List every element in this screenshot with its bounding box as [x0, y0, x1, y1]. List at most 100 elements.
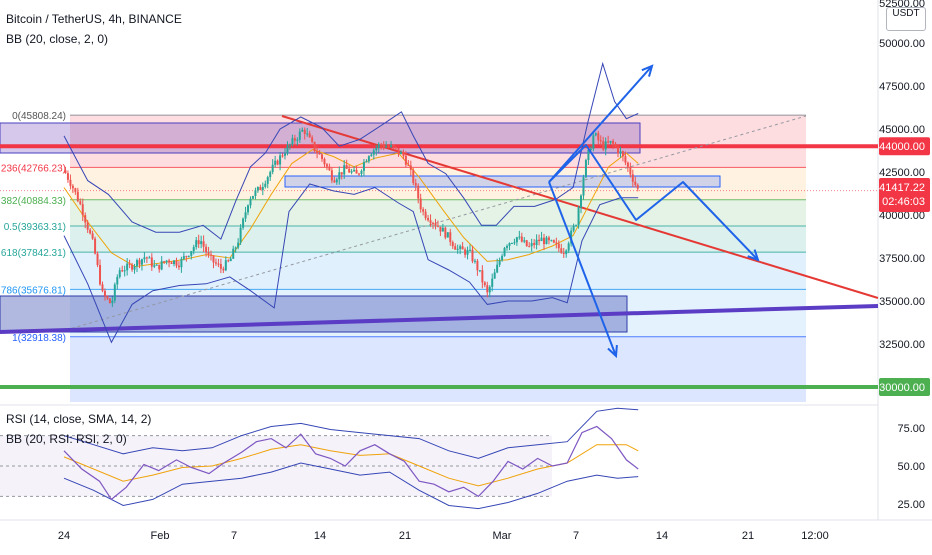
candle-body [427, 218, 430, 221]
candle-body [279, 155, 282, 165]
candle-body [237, 242, 240, 248]
candle-body [303, 129, 306, 134]
candle-body [229, 258, 232, 262]
projection-arrow-up-head [641, 64, 654, 77]
candle-body [187, 255, 190, 257]
candle-body [269, 171, 272, 178]
candle-body [200, 241, 203, 245]
candle-body [202, 241, 205, 247]
candle-body [385, 146, 388, 148]
candle-body [148, 257, 151, 259]
candle-body [493, 272, 496, 279]
candle-body [617, 146, 620, 154]
candle-body [592, 135, 595, 149]
candle-body [528, 246, 531, 248]
candle-body [140, 259, 143, 265]
candle-body [328, 166, 331, 171]
candle-body [496, 264, 499, 273]
candle-body [264, 183, 267, 187]
candle-body [390, 145, 393, 147]
time-axis-label: 14 [656, 530, 668, 542]
rsi-pane[interactable] [0, 406, 878, 518]
bollinger-lower-band[interactable] [63, 183, 639, 344]
candle-body [160, 261, 163, 270]
candle-body [387, 146, 390, 148]
candle-body [575, 225, 578, 227]
candle-body [224, 260, 227, 271]
candle-body [177, 265, 180, 268]
candle-body [547, 237, 550, 241]
candle-body [330, 170, 333, 181]
candle-body [631, 174, 634, 182]
candle-body [145, 257, 148, 259]
candle-body [150, 257, 153, 267]
candle-body [506, 245, 509, 248]
rsi-legend[interactable]: RSI (14, close, SMA, 14, 2) [6, 412, 152, 426]
price-badge-current[interactable] [879, 178, 930, 212]
candle-body [550, 240, 553, 242]
candle-body [251, 195, 254, 199]
candle-body [422, 209, 425, 212]
candle-body [580, 195, 583, 208]
candle-body [577, 207, 580, 226]
time-axis-label: Mar [493, 530, 512, 542]
candle-body [94, 238, 97, 254]
price-tick-label: 35000.00 [879, 296, 925, 308]
candle-body [395, 146, 398, 149]
candle-body [242, 218, 245, 228]
candle-body [469, 249, 472, 251]
rsi-bb-lower[interactable] [63, 462, 639, 510]
candle-body [473, 260, 476, 262]
candle-body [165, 260, 168, 263]
price-badge-30000[interactable] [879, 378, 930, 396]
rsi-line[interactable] [63, 425, 639, 501]
candle-body [375, 148, 378, 151]
candle-body [335, 179, 338, 183]
currency-label[interactable]: USDT [886, 7, 926, 31]
candle-body [219, 264, 222, 269]
range-box-bottom[interactable] [0, 295, 628, 333]
projection-arrow-zigzag-head [747, 249, 760, 262]
candle-body [491, 278, 494, 287]
candle-body [607, 141, 610, 143]
candle-body [210, 254, 213, 256]
time-axis-label: 7 [231, 530, 237, 542]
candle-body [86, 222, 89, 230]
candle-body [451, 242, 454, 247]
ascending-support-trendline[interactable] [0, 304, 879, 334]
candle-body [116, 276, 119, 285]
candle-body [138, 260, 141, 265]
price-badge-current-text: 02:46:03 [882, 196, 925, 208]
candle-body [197, 240, 200, 245]
price-badge-44000[interactable] [879, 137, 930, 156]
projection-arrow-up[interactable] [548, 65, 653, 183]
candle-body [636, 184, 639, 189]
candle-body [121, 270, 124, 272]
candle-body [397, 148, 400, 155]
candle-body [274, 160, 277, 165]
time-axis-label: 14 [314, 530, 326, 542]
candle-body [111, 300, 114, 304]
dashed-trend-line[interactable] [65, 115, 807, 331]
candle-body [436, 225, 439, 227]
range-box-mid[interactable] [284, 175, 721, 188]
candle-body [604, 141, 607, 150]
candle-body [365, 161, 368, 163]
candle-body [399, 152, 402, 155]
candle-body [192, 247, 195, 252]
symbol-title[interactable]: Bitcoin / TetherUS, 4h, BINANCE [6, 12, 182, 26]
bollinger-upper-band[interactable] [63, 61, 639, 240]
candle-body [446, 232, 449, 238]
projection-arrow-zigzag[interactable] [548, 144, 759, 261]
candle-body [476, 260, 479, 271]
rsi-bb-upper[interactable] [63, 407, 639, 459]
rsi-bollinger-legend[interactable]: BB (20, RSI: RSI, 2, 0) [6, 432, 127, 446]
candle-body [582, 177, 585, 196]
fib-zone-extension [70, 336, 806, 402]
bollinger-legend[interactable]: BB (20, close, 2, 0) [6, 32, 109, 46]
projection-arrow-down[interactable] [548, 181, 617, 357]
candle-body [217, 263, 220, 265]
candle-body [89, 229, 92, 234]
